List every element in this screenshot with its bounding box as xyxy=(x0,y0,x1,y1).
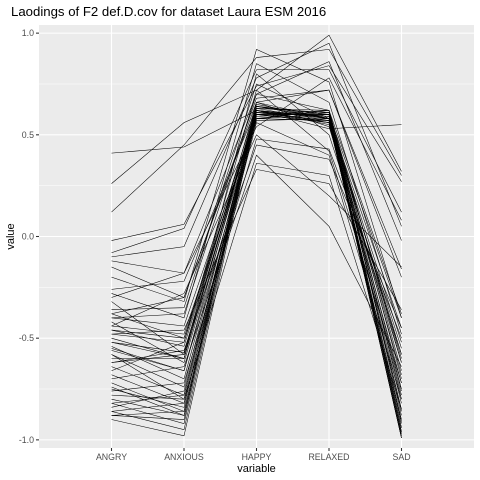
series-line xyxy=(111,89,402,315)
series-line xyxy=(111,103,402,420)
series-line xyxy=(111,83,402,329)
x-tick-label: HAPPY xyxy=(242,452,272,462)
x-axis: ANGRY ANXIOUS HAPPY RELAXED SAD xyxy=(96,448,411,462)
series-line xyxy=(111,101,402,408)
y-tick-label: 1.0 xyxy=(22,28,34,38)
x-tick-label: RELAXED xyxy=(308,452,349,462)
x-tick-label: ANXIOUS xyxy=(164,452,204,462)
series-line xyxy=(111,89,402,384)
y-tick-label: -0.5 xyxy=(19,333,34,343)
chart-title: Laodings of F2 def.D.cov for dataset Lau… xyxy=(11,4,326,19)
x-axis-title: variable xyxy=(237,463,276,475)
series-line xyxy=(111,49,402,318)
y-axis-title: value xyxy=(5,223,17,249)
y-tick-label: 0.0 xyxy=(22,232,34,242)
x-tick-label: ANGRY xyxy=(96,452,127,462)
series-line xyxy=(111,77,402,298)
series-line xyxy=(111,110,402,392)
series-line xyxy=(111,112,402,422)
series-line xyxy=(111,63,402,335)
series-line xyxy=(111,144,402,363)
series-lines xyxy=(111,34,402,438)
series-line xyxy=(111,69,402,254)
series-line xyxy=(111,49,402,213)
y-axis: -1.0 -0.5 0.0 0.5 1.0 xyxy=(19,28,39,445)
series-line xyxy=(111,93,402,363)
series-line xyxy=(111,42,402,258)
series-line xyxy=(111,134,402,327)
series-line xyxy=(111,114,402,416)
x-tick-label: SAD xyxy=(392,452,410,462)
series-line xyxy=(111,154,402,380)
y-tick-label: -1.0 xyxy=(19,435,34,445)
y-tick-label: 0.5 xyxy=(22,130,34,140)
series-line xyxy=(111,162,402,410)
series-line xyxy=(111,73,402,359)
